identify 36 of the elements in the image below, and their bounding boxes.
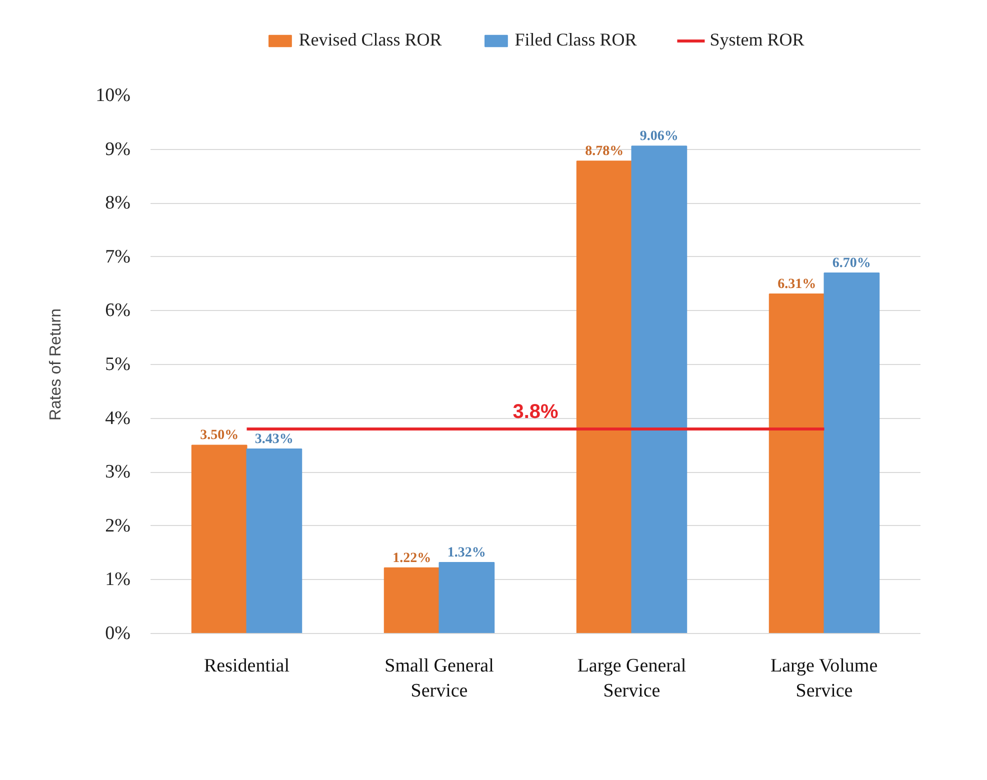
y-tick-label: 8% (105, 192, 131, 214)
y-tick-label: 6% (105, 300, 131, 322)
bar (246, 448, 302, 634)
bar (631, 146, 688, 634)
bar (191, 444, 248, 634)
x-tick-label: Small General Service (384, 656, 494, 702)
data-label: 1.32% (447, 545, 486, 560)
bar (824, 272, 880, 634)
legend-label: System ROR (710, 30, 804, 50)
annotation: 3.8% (512, 401, 559, 424)
data-label: 6.31% (778, 277, 816, 292)
bar (576, 160, 632, 634)
x-tick-label: Large General Service (577, 656, 686, 702)
y-tick-label: 0% (105, 623, 131, 644)
y-tick-label: 5% (105, 354, 131, 375)
y-tick-label: 7% (105, 246, 131, 268)
y-tick-label: 1% (105, 569, 131, 590)
y-tick-label: 2% (105, 515, 131, 536)
legend-label: Revised Class ROR (298, 30, 442, 50)
y-tick-label: 3% (105, 462, 131, 483)
data-label: 8.78% (585, 144, 624, 160)
y-tick-label: 10% (96, 85, 131, 106)
data-label: 1.22% (392, 550, 432, 566)
data-label: 3.43% (254, 432, 294, 447)
data-label: 3.50% (200, 428, 239, 444)
bar (768, 294, 825, 634)
x-tick-label: Residential (204, 656, 290, 676)
y-tick-label: 9% (105, 138, 131, 160)
y-axis-title: Rates of Return (48, 308, 65, 421)
x-tick-label: Large Volume Service (770, 656, 878, 702)
data-label: 6.70% (832, 256, 871, 272)
y-tick-label: 4% (105, 408, 131, 429)
legend-label: Filed Class ROR (514, 30, 637, 50)
data-label: 9.06% (640, 129, 678, 144)
bar (438, 562, 495, 634)
bar (384, 567, 440, 634)
